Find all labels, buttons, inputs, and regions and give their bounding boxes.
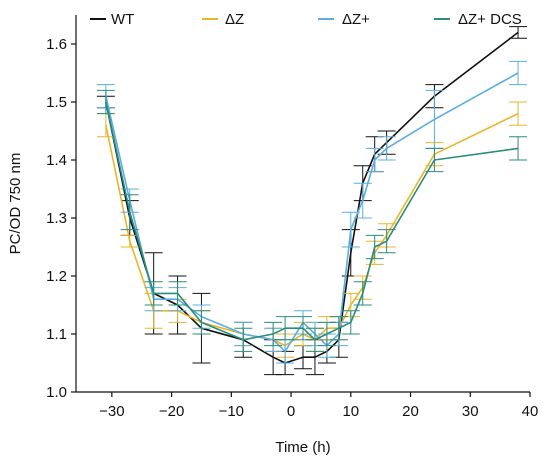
series-3 <box>96 89 528 352</box>
axes-layer: −30 −20 −10 0 10 20 30 40 1.0 1.1 1.2 1.3 1.4 1.5 1.6 <box>46 15 538 420</box>
x-tick-label: −30 <box>99 403 124 420</box>
legend: WT ΔZ ΔZ+ ΔZ+ DCS <box>90 11 522 28</box>
x-tick-label: 40 <box>522 403 539 420</box>
x-tick-label: 10 <box>342 403 359 420</box>
series-line <box>105 31 519 364</box>
series-line <box>105 101 519 341</box>
series-line <box>105 72 519 353</box>
legend-label: ΔZ+ <box>342 11 370 28</box>
y-tick-label: 1.2 <box>46 268 67 285</box>
y-tick-label: 1.6 <box>46 36 67 53</box>
x-axis-title: Time (h) <box>275 439 330 456</box>
series-2 <box>96 60 528 364</box>
series-layer <box>96 26 528 376</box>
y-tick-label: 1.5 <box>46 94 67 111</box>
y-axis-title: PC/OD 750 nm <box>7 153 24 255</box>
legend-label: WT <box>111 11 134 28</box>
legend-label: ΔZ <box>225 11 244 28</box>
x-tick-label: 20 <box>402 403 419 420</box>
legend-label: ΔZ+ DCS <box>458 11 522 28</box>
x-tick-label: −10 <box>219 403 244 420</box>
y-tick-label: 1.3 <box>46 210 67 227</box>
x-tick-label: 30 <box>462 403 479 420</box>
series-1 <box>96 101 528 358</box>
y-tick-label: 1.4 <box>46 152 67 169</box>
x-tick-label: 0 <box>287 403 295 420</box>
y-tick-label: 1.0 <box>46 384 67 401</box>
x-tick-label: −20 <box>159 403 184 420</box>
y-tick-label: 1.1 <box>46 326 67 343</box>
